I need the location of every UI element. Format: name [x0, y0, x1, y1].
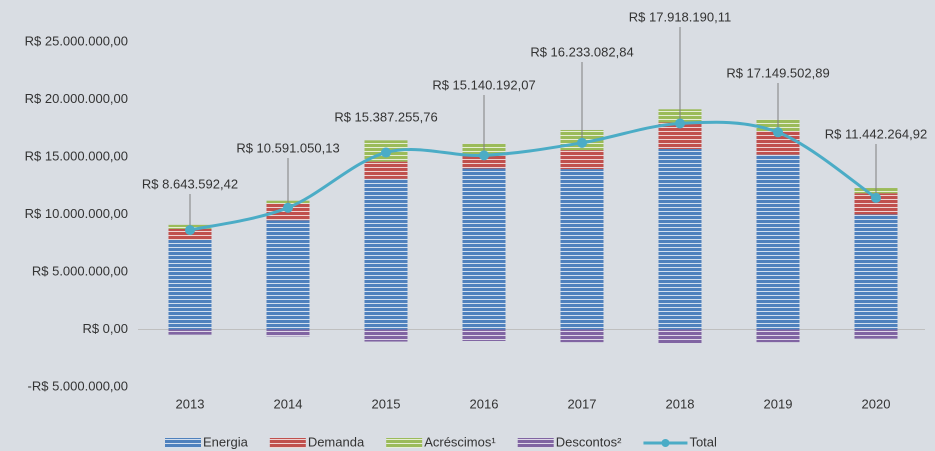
legend-label: Descontos² [556, 434, 622, 449]
bar-segment [462, 329, 506, 341]
bar-segment [854, 214, 898, 330]
bar-segment [168, 329, 212, 335]
total-marker [871, 192, 881, 203]
y-tick-label: R$ 20.000.000,00 [25, 91, 128, 106]
total-marker [381, 147, 391, 158]
x-tick-label: 2017 [568, 396, 597, 411]
bar-segment [364, 178, 408, 330]
bar-segment [854, 329, 898, 339]
legend-label: Acréscimos¹ [424, 434, 496, 449]
x-tick-label: 2019 [764, 396, 793, 411]
total-marker [577, 137, 587, 148]
bar-segment [560, 329, 604, 343]
total-marker [773, 127, 783, 138]
total-marker [479, 150, 489, 161]
legend-swatch [165, 438, 201, 448]
legend-label: Energia [203, 434, 249, 449]
total-line [189, 120, 877, 232]
y-tick-label: R$ 15.000.000,00 [25, 148, 128, 163]
data-label: R$ 17.918.190,11 [629, 9, 731, 24]
legend-swatch [269, 438, 306, 448]
data-label: R$ 8.643.592,42 [142, 176, 238, 191]
x-tick-label: 2018 [666, 396, 695, 411]
data-label: R$ 11.442.264,92 [825, 126, 927, 141]
bar-segment [560, 169, 604, 330]
y-tick-label: -R$ 5.000.000,00 [28, 378, 128, 393]
x-tick-label: 2014 [274, 396, 303, 411]
bar-segment [658, 148, 702, 330]
x-tick-label: 2016 [470, 396, 499, 411]
data-label: R$ 15.387.255,76 [334, 109, 437, 124]
y-tick-label: R$ 5.000.000,00 [32, 263, 128, 278]
x-tick-label: 2020 [862, 396, 891, 411]
bar-segment [756, 154, 800, 330]
legend-marker [661, 439, 670, 447]
legend-label: Total [689, 434, 717, 449]
data-label: R$ 15.140.192,07 [432, 77, 535, 92]
data-label: R$ 16.233.082,84 [530, 44, 633, 59]
x-tick-label: 2015 [372, 396, 401, 411]
total-marker [185, 225, 195, 236]
bar-segment [756, 329, 800, 343]
total-marker [283, 202, 293, 213]
data-label: R$ 17.149.502,89 [726, 65, 829, 80]
bar-segment [364, 161, 408, 179]
legend-label: Demanda [308, 434, 365, 449]
bar-segment [462, 168, 506, 330]
y-tick-label: R$ 10.000.000,00 [25, 206, 128, 221]
legend-swatch [386, 438, 423, 448]
y-tick-label: R$ 25.000.000,00 [25, 33, 128, 48]
bar-segment [364, 329, 408, 342]
bar-segment [168, 239, 212, 330]
legend-swatch [517, 438, 554, 448]
y-tick-label: R$ 0,00 [82, 321, 128, 336]
total-marker [675, 118, 685, 129]
bar-segment [560, 150, 604, 170]
bar-segment [462, 154, 506, 169]
x-tick-label: 2013 [176, 396, 205, 411]
bar-segment [266, 220, 310, 330]
bar-segment [266, 329, 310, 337]
bar-segment [658, 329, 702, 344]
bar-segment [854, 193, 898, 215]
data-label: R$ 10.591.050,13 [236, 140, 339, 155]
